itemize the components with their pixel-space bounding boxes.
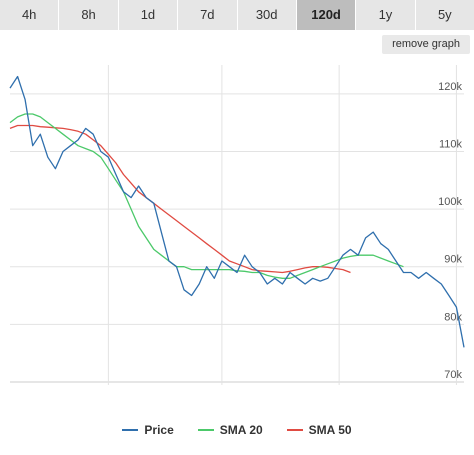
tab-1d[interactable]: 1d <box>118 0 178 30</box>
series-line-sma20 <box>9 113 404 279</box>
y-tick-label: 90k <box>444 254 462 266</box>
tab-5y[interactable]: 5y <box>415 0 474 30</box>
legend-item-sma20[interactable]: SMA 20 <box>197 423 263 437</box>
chart-series <box>9 75 465 348</box>
series-line-price <box>9 75 465 348</box>
tab-4h[interactable]: 4h <box>0 0 59 30</box>
tab-120d[interactable]: 120d <box>296 0 356 30</box>
chart-grid <box>10 65 464 385</box>
timeframe-tabs: 4h 8h 1d 7d 30d 120d 1y 5y <box>0 0 474 30</box>
tab-8h[interactable]: 8h <box>59 0 118 30</box>
tab-7d[interactable]: 7d <box>178 0 237 30</box>
legend-swatch <box>197 429 214 431</box>
legend-label: SMA 20 <box>219 423 263 437</box>
series-line-sma50 <box>9 124 351 274</box>
tab-30d[interactable]: 30d <box>237 0 296 30</box>
legend-swatch <box>286 429 303 431</box>
legend-label: Price <box>144 423 174 437</box>
y-tick-label: 120k <box>438 81 462 93</box>
y-tick-label: 110k <box>439 138 463 150</box>
legend-item-price[interactable]: Price <box>122 423 174 437</box>
y-tick-label: 100k <box>438 196 462 208</box>
legend-label: SMA 50 <box>308 423 352 437</box>
remove-graph-button[interactable]: remove graph <box>382 35 470 54</box>
legend-item-sma50[interactable]: SMA 50 <box>286 423 352 437</box>
tab-1y[interactable]: 1y <box>356 0 415 30</box>
y-tick-label: 70k <box>444 369 462 381</box>
chart-legend: Price SMA 20 SMA 50 <box>0 420 474 440</box>
legend-swatch <box>122 429 139 431</box>
